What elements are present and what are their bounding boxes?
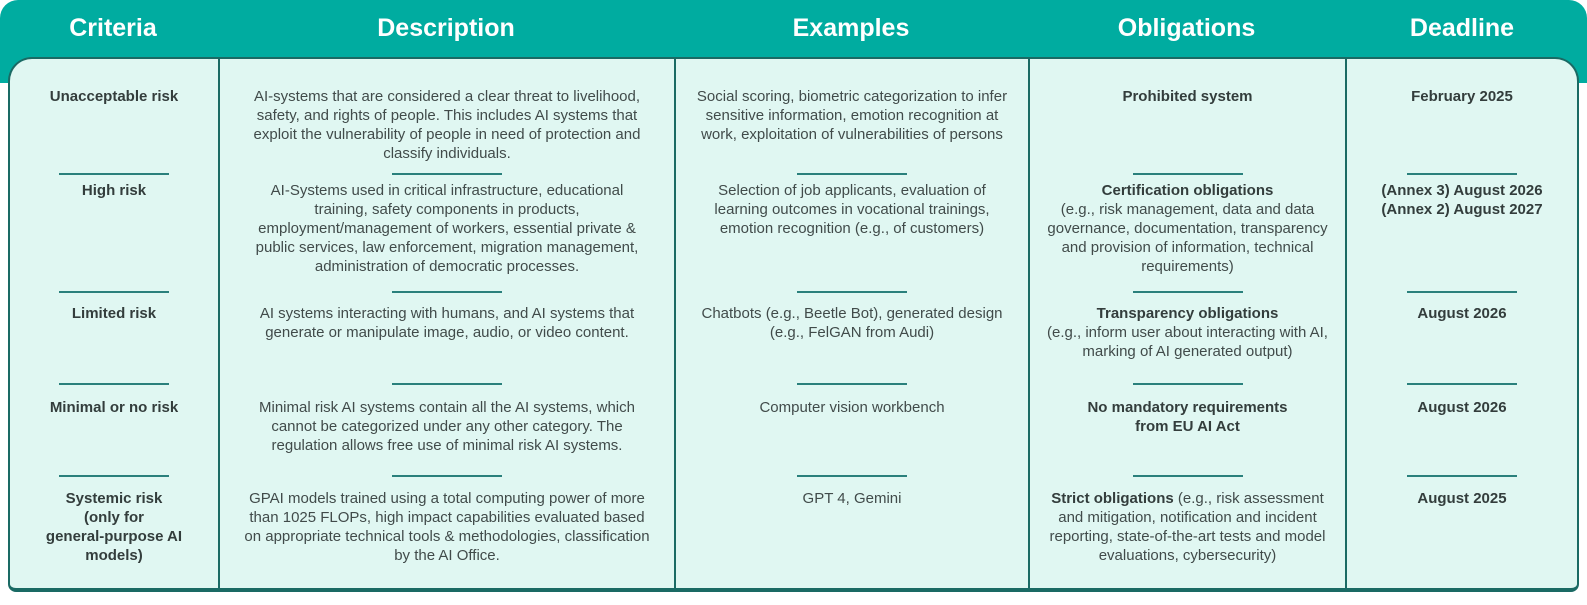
deadline-cell: August 2026 — [1347, 292, 1577, 384]
deadline-cell: August 2025 — [1417, 490, 1507, 507]
table-body-wrapper: Unacceptable risk AI-systems that are co… — [0, 57, 1587, 605]
criteria-cell: Unacceptable risk — [10, 59, 220, 174]
header-cell-criteria: Criteria — [69, 14, 157, 42]
obligations-bold-text: Prohibited system — [1122, 88, 1253, 105]
obligations-cell: Strict obligations (e.g., risk assessmen… — [1030, 476, 1347, 588]
table-header-row: Criteria Description Examples Obligation… — [0, 0, 1587, 57]
obligations-cell: No mandatory requirements from EU AI Act — [1030, 384, 1347, 476]
header-cell-deadline: Deadline — [1409, 14, 1515, 42]
criteria-cell: High risk — [10, 174, 220, 292]
examples-cell: Computer vision workbench — [676, 384, 1030, 476]
obligations-bold-text: No mandatory requirements from EU AI Act — [1087, 399, 1288, 435]
obligations-bold-text: Transparency obligations — [1096, 305, 1279, 322]
deadline-cell: August 2026 — [1347, 384, 1577, 476]
description-cell: AI-systems that are considered a clear t… — [220, 59, 676, 174]
examples-cell: GPT 4, Gemini — [676, 476, 1030, 588]
obligations-detail-text: (e.g., risk assessment and mitigation, n… — [1049, 490, 1326, 564]
obligations-cell: Prohibited system — [1030, 59, 1347, 174]
examples-cell: Chatbots (e.g., Beetle Bot), generated d… — [676, 292, 1030, 384]
header-cell-obligations: Obligations — [1117, 14, 1256, 42]
criteria-cell: Minimal or no risk — [10, 384, 220, 476]
criteria-cell: Limited risk — [10, 292, 220, 384]
examples-cell: Selection of job applicants, evaluation … — [676, 174, 1030, 292]
table-body: Unacceptable risk AI-systems that are co… — [8, 57, 1579, 592]
header-cell-description: Description — [377, 14, 515, 42]
deadline-cell: (Annex 3) August 2026 (Annex 2) August 2… — [1347, 174, 1577, 292]
description-cell: GPAI models trained using a total comput… — [220, 476, 676, 588]
description-cell: AI systems interacting with humans, and … — [220, 292, 676, 384]
obligations-cell: Transparency obligations (e.g., inform u… — [1030, 292, 1347, 384]
description-cell: AI-Systems used in critical infrastructu… — [220, 174, 676, 292]
obligations-bold-text: Strict obligations — [1051, 490, 1174, 507]
header-cell-examples: Examples — [792, 14, 910, 42]
obligations-detail-text: (e.g., inform user about interacting wit… — [1047, 324, 1328, 360]
obligations-detail-text: (e.g., risk management, data and data go… — [1047, 201, 1328, 275]
obligations-cell: Certification obligations (e.g., risk ma… — [1030, 174, 1347, 292]
criteria-cell: Systemic risk (only for general-purpose … — [10, 476, 220, 588]
description-cell: Minimal risk AI systems contain all the … — [220, 384, 676, 476]
examples-cell: Social scoring, biometric categorization… — [676, 59, 1030, 174]
deadline-cell: February 2025 — [1347, 59, 1577, 174]
obligations-bold-text: Certification obligations — [1101, 182, 1274, 199]
